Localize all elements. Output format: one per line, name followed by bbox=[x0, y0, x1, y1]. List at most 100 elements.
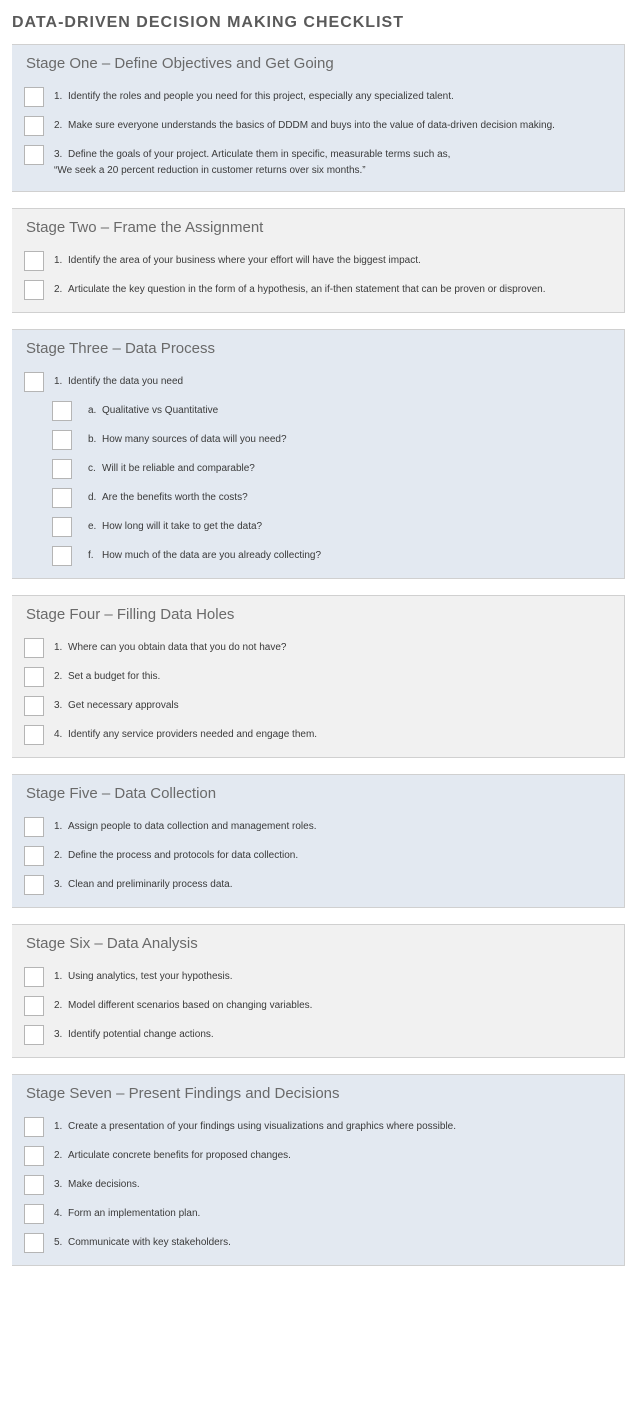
checklist-item: d. Are the benefits worth the costs? bbox=[20, 483, 616, 512]
stage-header: Stage Seven – Present Findings and Decis… bbox=[12, 1075, 624, 1112]
checklist-item-label: d. Are the benefits worth the costs? bbox=[82, 487, 248, 506]
item-text: Get necessary approvals bbox=[68, 700, 179, 711]
item-text: Form an implementation plan. bbox=[68, 1208, 200, 1219]
checklist-item-label: a. Qualitative vs Quantitative bbox=[82, 400, 218, 419]
checklist-item: 1. Assign people to data collection and … bbox=[20, 812, 616, 841]
checklist-item: 1. Identify the data you need bbox=[20, 367, 616, 396]
item-number: 2. bbox=[54, 1148, 68, 1164]
checklist-item-label: 1. Identify the area of your business wh… bbox=[54, 250, 421, 269]
item-number: 1. bbox=[54, 1119, 68, 1135]
checkbox[interactable] bbox=[24, 87, 44, 107]
checklist-item-label: e. How long will it take to get the data… bbox=[82, 516, 262, 535]
checkbox[interactable] bbox=[24, 696, 44, 716]
item-number: 4. bbox=[54, 727, 68, 743]
checklist-item-label: 5. Communicate with key stakeholders. bbox=[54, 1232, 231, 1251]
checklist-item: 5. Communicate with key stakeholders. bbox=[20, 1228, 616, 1257]
checkbox[interactable] bbox=[52, 430, 72, 450]
checklist-item: 2. Articulate the key question in the fo… bbox=[20, 275, 616, 304]
checklist-item: f. How much of the data are you already … bbox=[20, 541, 616, 570]
item-number: f. bbox=[88, 548, 102, 564]
checkbox[interactable] bbox=[24, 1117, 44, 1137]
checkbox[interactable] bbox=[52, 488, 72, 508]
stage-section: Stage Seven – Present Findings and Decis… bbox=[12, 1074, 625, 1266]
item-number: 3. bbox=[54, 1027, 68, 1043]
item-number: 3. bbox=[54, 877, 68, 893]
checkbox[interactable] bbox=[24, 280, 44, 300]
checkbox[interactable] bbox=[24, 145, 44, 165]
checklist-item-label: c. Will it be reliable and comparable? bbox=[82, 458, 255, 477]
checklist-item: 1. Where can you obtain data that you do… bbox=[20, 633, 616, 662]
item-text: Identify any service providers needed an… bbox=[68, 729, 317, 740]
stage-section: Stage Five – Data Collection 1. Assign pe… bbox=[12, 774, 625, 908]
items-list: 1. Using analytics, test your hypothesis… bbox=[12, 962, 624, 1057]
checklist-item-label: b. How many sources of data will you nee… bbox=[82, 429, 287, 448]
checklist-item: 4. Identify any service providers needed… bbox=[20, 720, 616, 749]
item-number: 3. bbox=[54, 1177, 68, 1193]
stage-header: Stage Two – Frame the Assignment bbox=[12, 209, 624, 246]
item-number: 2. bbox=[54, 118, 68, 134]
stage-header: Stage Three – Data Process bbox=[12, 330, 624, 367]
checklist-item-label: 2. Define the process and protocols for … bbox=[54, 845, 298, 864]
checklist-item: a. Qualitative vs Quantitative bbox=[20, 396, 616, 425]
checkbox[interactable] bbox=[24, 846, 44, 866]
item-number: 3. bbox=[54, 698, 68, 714]
item-number: 3. bbox=[54, 147, 68, 163]
checklist-item-label: 1. Assign people to data collection and … bbox=[54, 816, 317, 835]
checkbox[interactable] bbox=[24, 817, 44, 837]
checklist-item: 4. Form an implementation plan. bbox=[20, 1199, 616, 1228]
checkbox[interactable] bbox=[24, 1233, 44, 1253]
item-text: Model different scenarios based on chang… bbox=[68, 1000, 312, 1011]
item-number: 1. bbox=[54, 89, 68, 105]
checkbox[interactable] bbox=[24, 875, 44, 895]
item-text: Define the process and protocols for dat… bbox=[68, 850, 298, 861]
checklist-item-label: 1. Create a presentation of your finding… bbox=[54, 1116, 456, 1135]
checklist-item-label: 3. Make decisions. bbox=[54, 1174, 140, 1193]
checkbox[interactable] bbox=[24, 1175, 44, 1195]
checklist-item-label: 3. Clean and preliminarily process data. bbox=[54, 874, 233, 893]
item-number: 1. bbox=[54, 969, 68, 985]
checklist-item: 2. Model different scenarios based on ch… bbox=[20, 991, 616, 1020]
item-text: Will it be reliable and comparable? bbox=[102, 463, 255, 474]
checkbox[interactable] bbox=[24, 1025, 44, 1045]
checklist-item: 2. Set a budget for this. bbox=[20, 662, 616, 691]
item-number: c. bbox=[88, 461, 102, 477]
checklist-item-label: f. How much of the data are you already … bbox=[82, 545, 321, 564]
checklist-item: 3. Get necessary approvals bbox=[20, 691, 616, 720]
checkbox[interactable] bbox=[52, 517, 72, 537]
checklist-item: 2. Make sure everyone understands the ba… bbox=[20, 111, 616, 140]
checkbox[interactable] bbox=[24, 1204, 44, 1224]
stage-section: Stage One – Define Objectives and Get Go… bbox=[12, 44, 625, 192]
checkbox[interactable] bbox=[24, 667, 44, 687]
checkbox[interactable] bbox=[24, 116, 44, 136]
item-number: 4. bbox=[54, 1206, 68, 1222]
item-text: Identify the area of your business where… bbox=[68, 255, 421, 266]
checklist-item-label: 2. Articulate concrete benefits for prop… bbox=[54, 1145, 291, 1164]
item-text: Where can you obtain data that you do no… bbox=[68, 642, 287, 653]
item-text: Set a budget for this. bbox=[68, 671, 160, 682]
checkbox[interactable] bbox=[24, 251, 44, 271]
checkbox[interactable] bbox=[24, 967, 44, 987]
stage-section: Stage Four – Filling Data Holes1. Where … bbox=[12, 595, 625, 758]
item-number: 1. bbox=[54, 374, 68, 390]
checklist-item: 3. Clean and preliminarily process data. bbox=[20, 870, 616, 899]
checkbox[interactable] bbox=[24, 372, 44, 392]
stage-header: Stage Six – Data Analysis bbox=[12, 925, 624, 962]
item-number: 2. bbox=[54, 848, 68, 864]
checklist-item-label: 2. Make sure everyone understands the ba… bbox=[54, 115, 555, 134]
item-number: d. bbox=[88, 490, 102, 506]
checklist-item-label: 3. Identify potential change actions. bbox=[54, 1024, 214, 1043]
checklist-item-label: 3. Get necessary approvals bbox=[54, 695, 179, 714]
checkbox[interactable] bbox=[52, 546, 72, 566]
item-text: Create a presentation of your findings u… bbox=[68, 1121, 456, 1132]
checkbox[interactable] bbox=[24, 1146, 44, 1166]
checkbox[interactable] bbox=[52, 401, 72, 421]
item-number: 2. bbox=[54, 282, 68, 298]
item-text: Are the benefits worth the costs? bbox=[102, 492, 248, 503]
checkbox[interactable] bbox=[24, 638, 44, 658]
stage-header: Stage Five – Data Collection bbox=[12, 775, 624, 812]
stage-header: Stage Four – Filling Data Holes bbox=[12, 596, 624, 633]
checkbox[interactable] bbox=[52, 459, 72, 479]
checkbox[interactable] bbox=[24, 725, 44, 745]
items-list: 1. Identify the area of your business wh… bbox=[12, 246, 624, 312]
checkbox[interactable] bbox=[24, 996, 44, 1016]
